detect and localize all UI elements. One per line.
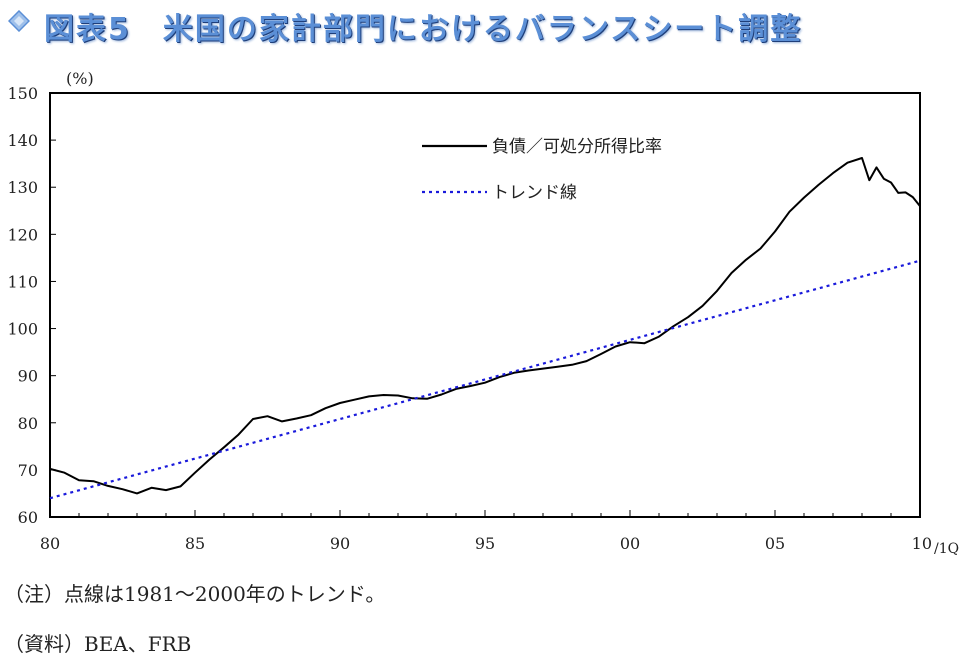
chart-svg: (%) 60 70 80 90 100 110 120 130 140 150 80 85 90 95 0… [7,69,959,557]
title-bar: 図表5 米国の家計部門におけるバランスシート調整 [0,0,975,47]
x-tick-label: 80 [40,534,60,553]
page-title: 図表5 米国の家計部門におけるバランスシート調整 [44,12,803,47]
x-tick-label: 00 [620,534,640,553]
source-note: （資料）BEA、FRB [4,632,192,656]
y-tick-label: 120 [7,225,38,244]
x-end-suffix: /1Q [934,541,959,557]
legend-label: 負債／可処分所得比率 [492,137,662,157]
y-tick-label: 80 [18,414,38,433]
series-debt-ratio-line [49,157,921,495]
x-tick-label: 85 [185,534,205,553]
diamond-icon [8,10,30,32]
legend-label: トレンド線 [492,183,577,203]
y-tick-label: 140 [7,131,38,150]
y-tick-label: 130 [7,178,38,197]
chart: (%) 60 70 80 90 100 110 120 130 140 150 80 85 90 95 0… [0,60,975,570]
y-tick-label: 110 [7,272,38,291]
x-tick-label: 90 [330,534,350,553]
footnote: （注）点線は1981～2000年のトレンド。 [4,582,386,606]
x-tick-label: 10 [912,534,932,553]
x-tick-label: 05 [765,534,785,553]
y-tick-label: 100 [7,320,38,339]
plot-frame [49,92,921,518]
y-tick-label: 70 [18,461,38,480]
y-tick-label: 90 [18,367,38,386]
y-tick-label: 150 [7,84,38,103]
y-unit-label: (%) [66,69,94,88]
x-tick-label: 95 [475,534,495,553]
y-tick-label: 60 [18,508,38,527]
series-trend-line [49,259,921,500]
